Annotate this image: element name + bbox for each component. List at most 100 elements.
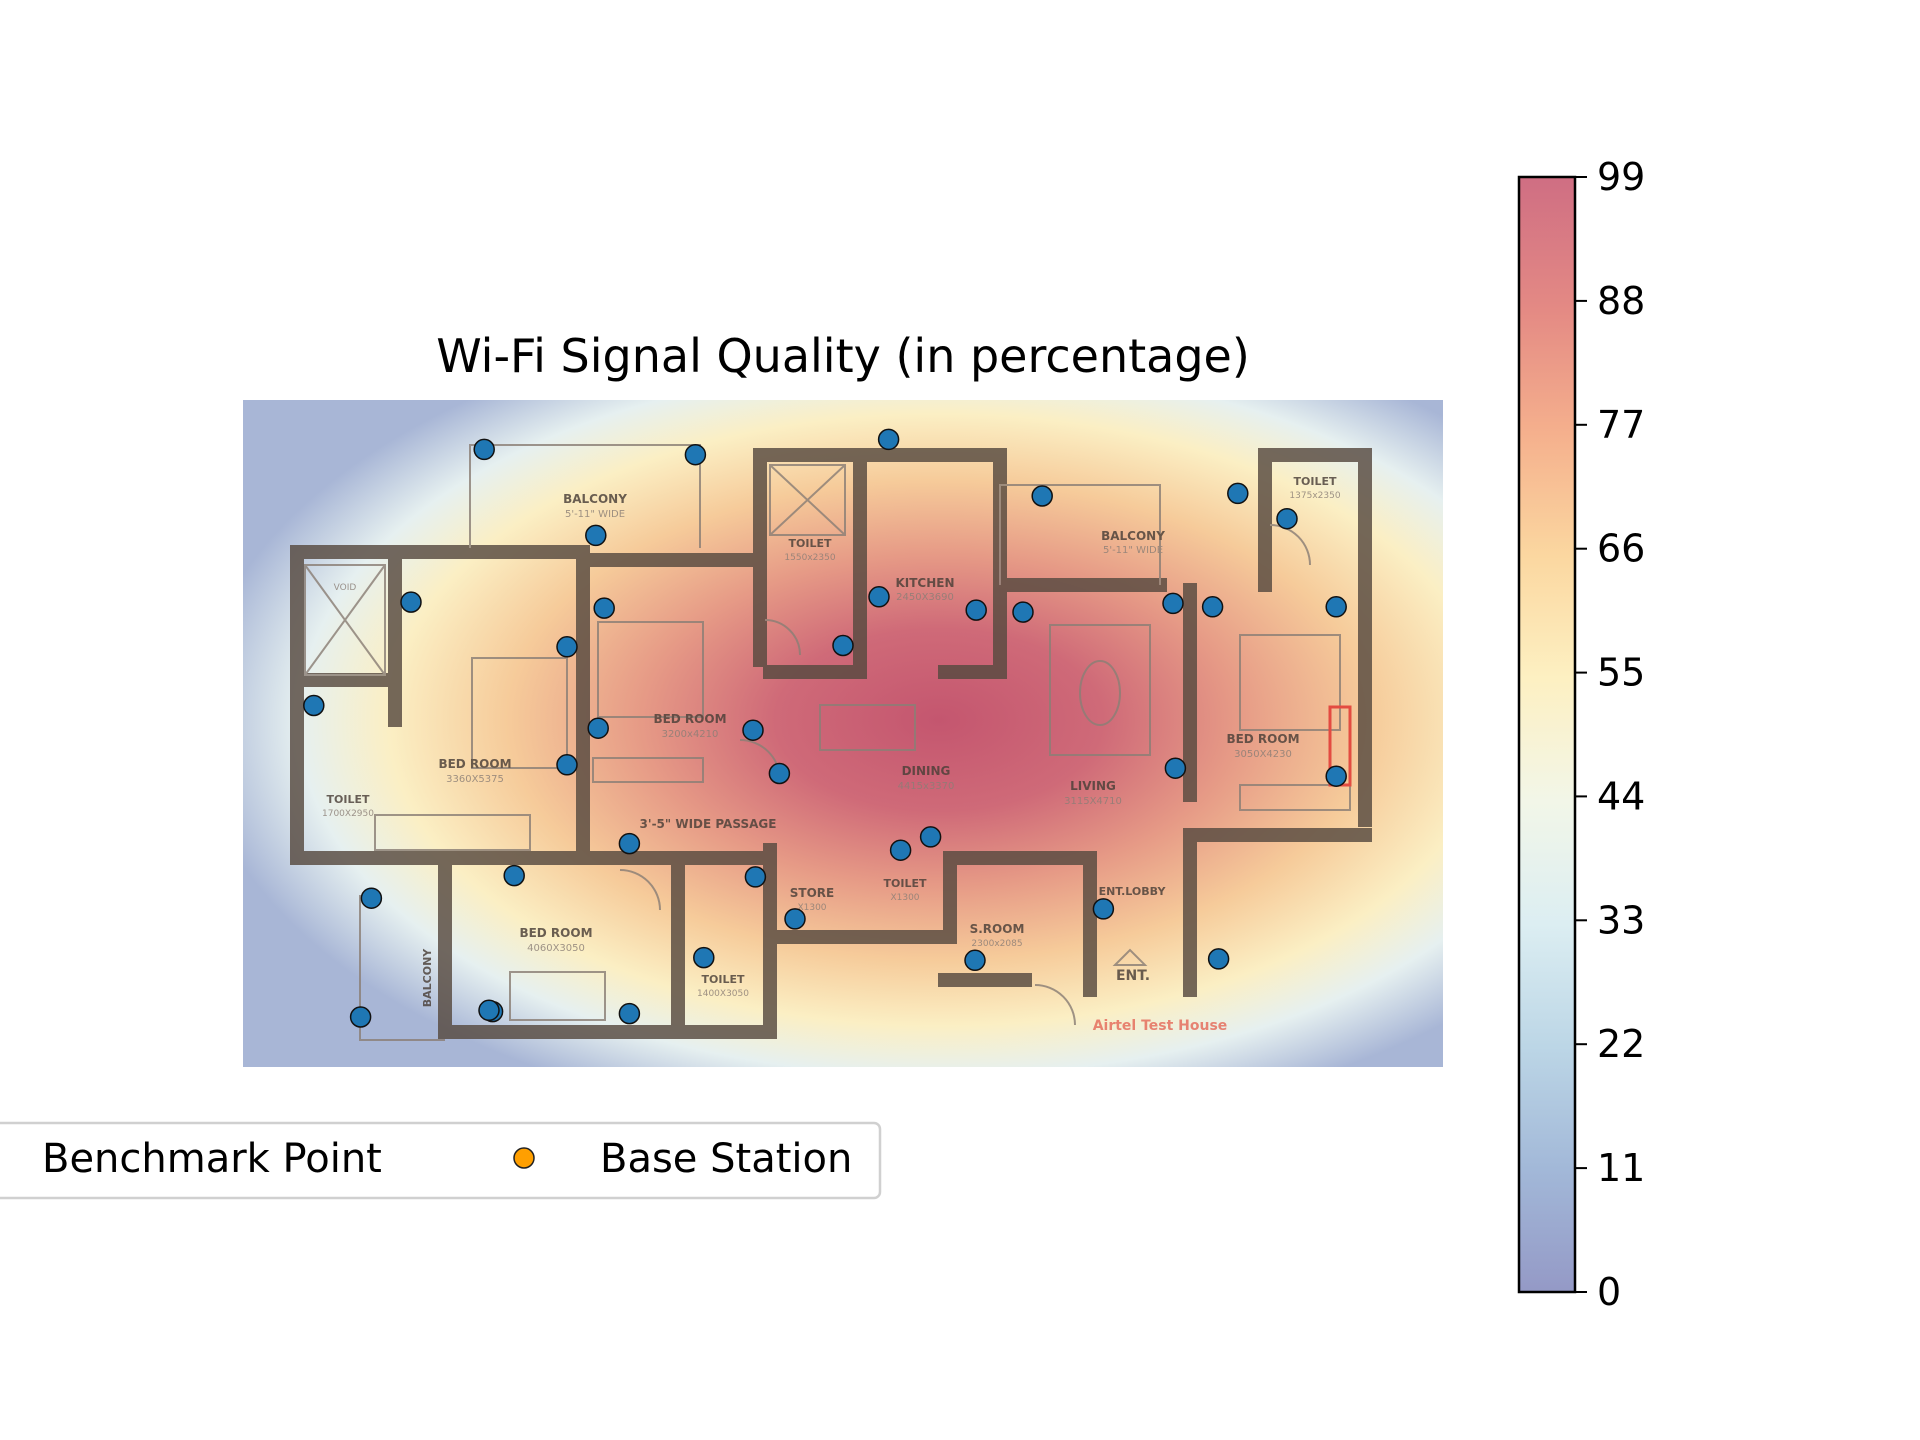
void-cross <box>304 564 386 676</box>
label-bedroom-2: BED ROOM <box>653 712 726 726</box>
benchmark-point-16 <box>1325 596 1347 618</box>
benchmark-point-18 <box>303 694 325 717</box>
wall-toilet-right-top <box>1258 448 1372 827</box>
benchmark-point-6 <box>1276 507 1298 530</box>
benchmark-point-1 <box>473 438 495 461</box>
colorbar-tick-label-33: 33 <box>1597 898 1645 942</box>
colorbar-tick-label-44: 44 <box>1597 774 1645 818</box>
label-balcony-top: BALCONY <box>563 492 627 506</box>
benchmark-point-5 <box>1227 482 1249 505</box>
benchmark-point-38 <box>349 1006 372 1028</box>
benchmark-point-2 <box>684 443 707 466</box>
living-table <box>1079 660 1121 726</box>
benchmark-point-28 <box>744 866 767 888</box>
legend-frame <box>0 1121 882 1200</box>
wall-kitchen <box>853 448 1007 679</box>
dims-balcony-right: 5'-11" WIDE <box>1103 545 1163 556</box>
dims-balcony-top: 5'-11" WIDE <box>565 509 625 520</box>
colorbar-fill <box>1517 175 1577 1294</box>
dims-toilet-lower: X1300 <box>890 893 919 903</box>
dims-bedroom-master: 3360X5375 <box>446 774 504 785</box>
label-bedroom-lower: BED ROOM <box>519 926 592 940</box>
label-ent: ENT. <box>1116 968 1150 984</box>
benchmark-point-3 <box>877 428 900 451</box>
benchmark-point-27 <box>889 839 912 861</box>
dims-bedroom-lower: 4060X3050 <box>527 943 585 954</box>
benchmark-point-7 <box>585 524 607 547</box>
benchmark-point-20 <box>556 754 578 776</box>
void-box-2 <box>769 464 846 536</box>
dims-bedroom-2: 3200x4210 <box>662 729 719 740</box>
colorbar-tick-label-77: 77 <box>1597 403 1645 447</box>
colorbar-tick-label-22: 22 <box>1597 1022 1645 1066</box>
label-bedroom-right: BED ROOM <box>1226 732 1299 746</box>
label-balcony-lower: BALCONY <box>421 948 434 1008</box>
bed-second <box>597 621 704 718</box>
label-void: VOID <box>334 583 357 593</box>
benchmark-point-32 <box>784 908 806 930</box>
benchmark-point-19 <box>587 717 609 739</box>
label-toilet-lower-left: TOILET <box>702 973 745 986</box>
legend-label-base-station: Base Station <box>600 1136 852 1182</box>
label-store: STORE <box>790 886 834 900</box>
benchmark-point-8 <box>400 591 422 613</box>
legend-label-benchmark: Benchmark Point <box>42 1136 382 1182</box>
void-box <box>304 564 386 676</box>
dims-dining: 4415x3370 <box>898 781 955 792</box>
benchmark-point-25 <box>919 826 942 848</box>
label-kitchen: KITCHEN <box>895 576 954 590</box>
dining-table <box>819 704 916 751</box>
benchmark-point-15 <box>1201 596 1224 618</box>
dims-toilet-left: 1700X2950 <box>322 809 374 819</box>
label-ent-lobby: ENT.LOBBY <box>1099 885 1167 898</box>
balcony-rail-left <box>469 444 701 548</box>
chart-title: Wi-Fi Signal Quality (in percentage) <box>436 329 1250 383</box>
benchmark-points <box>303 428 1347 1028</box>
benchmark-point-34 <box>964 949 986 972</box>
benchmark-point-29 <box>1092 898 1115 920</box>
benchmark-point-22 <box>768 762 791 785</box>
dims-kitchen: 2450X3690 <box>896 592 954 603</box>
colorbar-tick-label-99: 99 <box>1597 155 1645 199</box>
label-sroom: S.ROOM <box>970 922 1025 936</box>
benchmark-point-11 <box>868 586 890 608</box>
colorbar-tick-label-55: 55 <box>1597 651 1645 695</box>
dims-toilet-1: 1550x2350 <box>784 553 835 563</box>
bed-right <box>1239 634 1341 731</box>
label-toilet-lower: TOILET <box>884 877 927 890</box>
bed-master <box>471 657 568 769</box>
colorbar-tick-label-88: 88 <box>1597 279 1645 323</box>
dims-toilet-lower-left: 1400X3050 <box>697 989 749 999</box>
benchmark-point-30 <box>360 887 383 909</box>
label-living: LIVING <box>1070 779 1116 793</box>
benchmark-point-9 <box>593 597 615 619</box>
benchmark-point-13 <box>1012 601 1034 623</box>
label-bedroom-master: BED ROOM <box>438 757 511 771</box>
dims-toilet-right: 1375x2350 <box>1289 491 1340 501</box>
colorbar: 0 11 22 33 44 55 66 77 88 99 <box>1517 155 1645 1314</box>
living-rug <box>1049 624 1151 756</box>
door-swings <box>619 524 1311 1026</box>
wall-lower <box>438 858 777 1039</box>
void-cross-2 <box>769 464 846 536</box>
benchmark-point-10 <box>556 636 578 658</box>
legend-marker-base-station <box>513 1147 535 1169</box>
dims-store: X1300 <box>797 903 826 913</box>
benchmark-point-23 <box>1164 757 1187 779</box>
balcony-rail-right <box>999 484 1161 585</box>
benchmark-point-17 <box>832 634 854 657</box>
colorbar-tick-label-11: 11 <box>1597 1146 1645 1190</box>
label-toilet-left: TOILET <box>327 793 370 806</box>
benchmark-point-21 <box>742 719 764 741</box>
wardrobe <box>374 757 1351 851</box>
benchmark-point-14 <box>1162 592 1184 615</box>
dims-bedroom-right: 3050X4230 <box>1234 749 1292 760</box>
benchmark-point-35 <box>1207 948 1230 970</box>
label-passage: 3'-5" WIDE PASSAGE <box>640 817 777 831</box>
dims-living: 3115X4710 <box>1064 796 1122 807</box>
benchmark-point-39 <box>478 999 500 1022</box>
benchmark-point-4 <box>1031 485 1053 507</box>
benchmark-point-33 <box>693 946 715 969</box>
bed-lower <box>509 971 606 1021</box>
